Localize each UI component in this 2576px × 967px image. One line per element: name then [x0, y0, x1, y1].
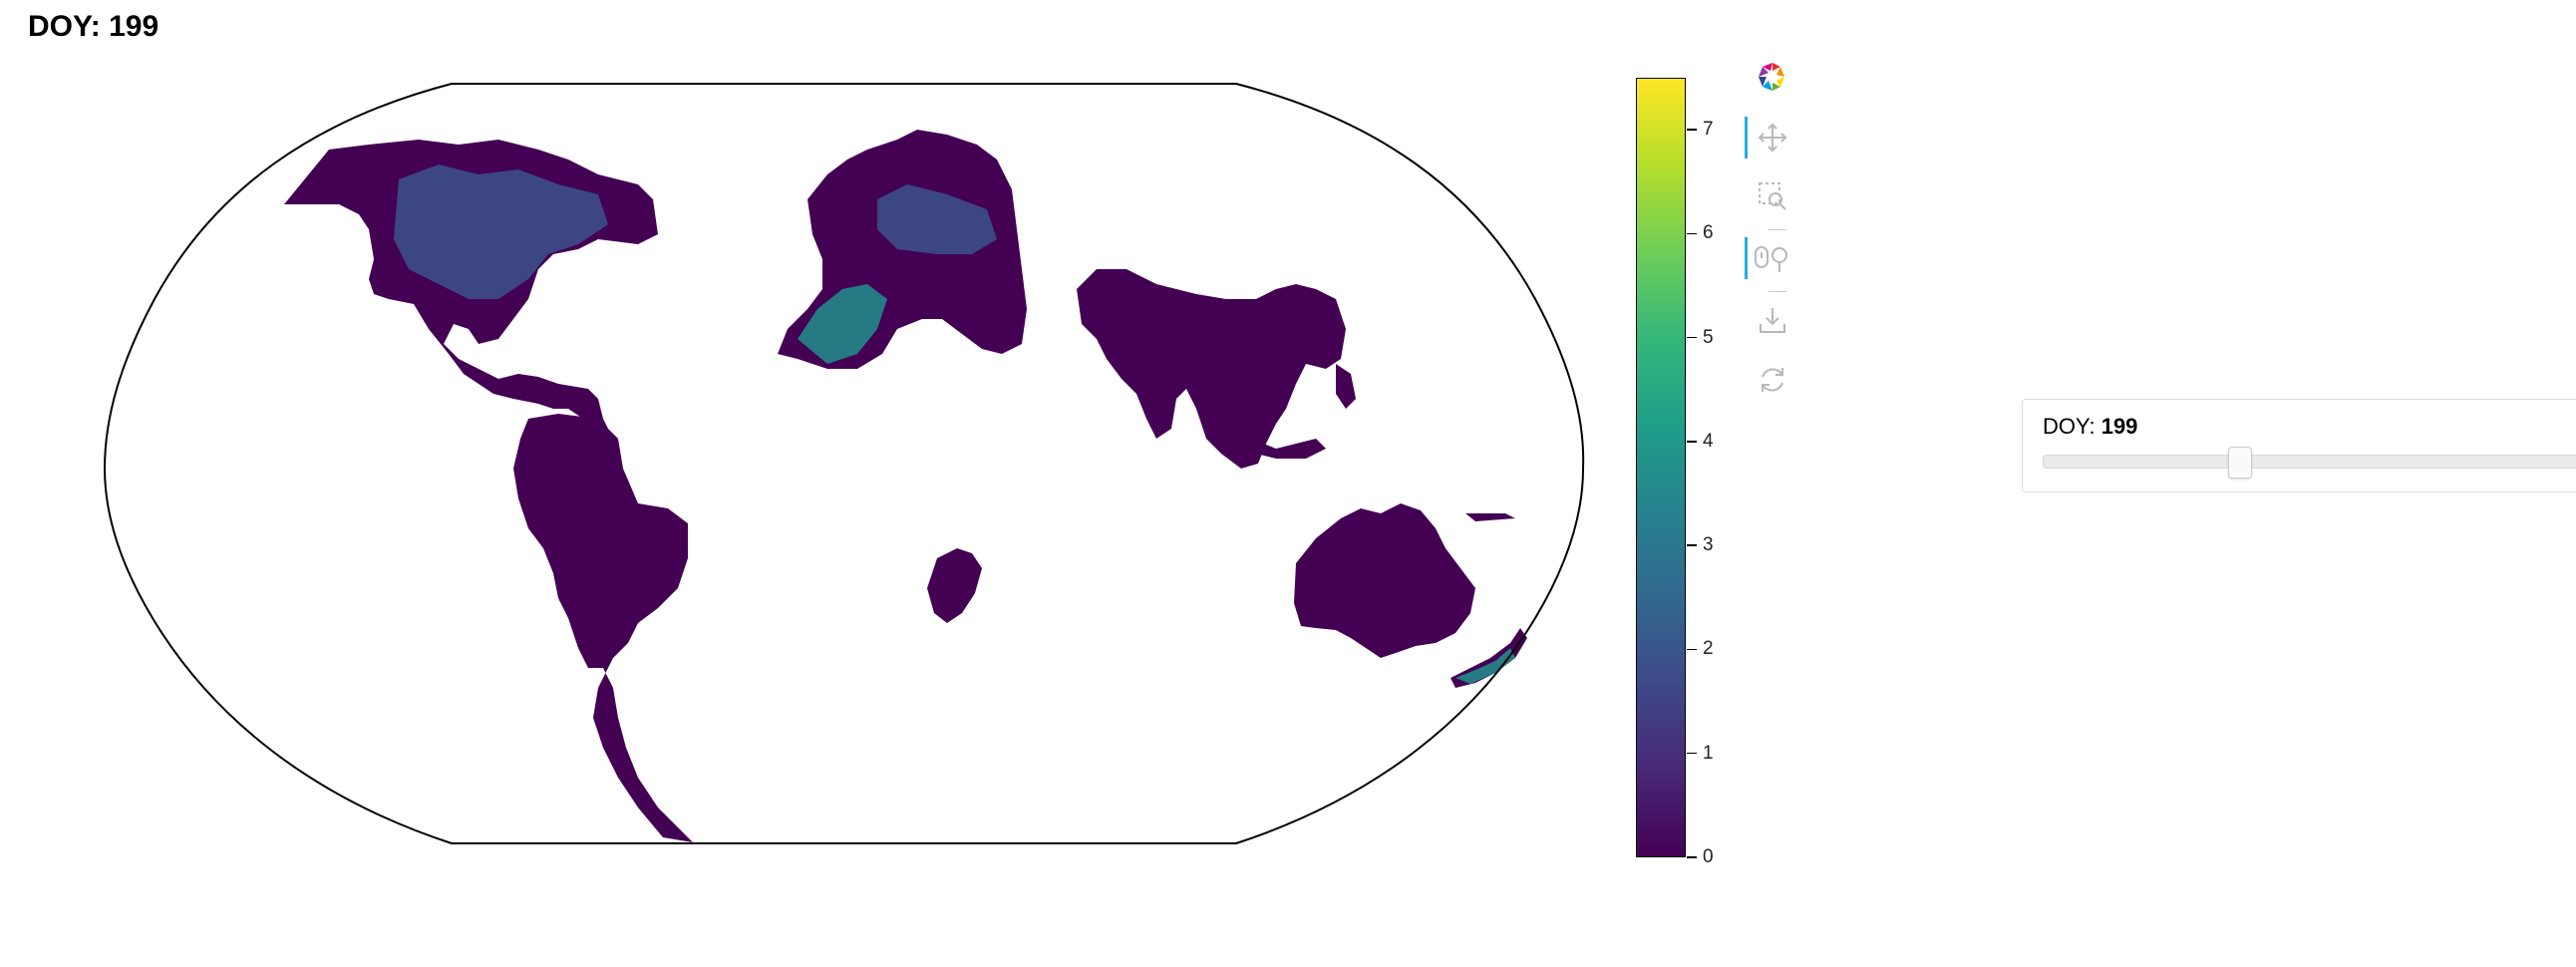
- colorbar-tick-label: 1: [1703, 742, 1714, 764]
- land-australia: [1294, 503, 1475, 658]
- land-north-america-islands: [618, 194, 648, 224]
- doy-slider-widget: DOY: 199: [2022, 399, 2576, 492]
- map-plot[interactable]: [0, 0, 1635, 877]
- slider-label: DOY:: [2043, 414, 2095, 439]
- colorbar-tick-label: 3: [1703, 534, 1714, 556]
- land-highlight-layer: [394, 164, 1515, 684]
- toolbar-separator: [1769, 229, 1786, 230]
- colorbar-tick: [1687, 129, 1697, 131]
- bokeh-logo-button[interactable]: [1745, 52, 1800, 102]
- land-australia-north-islands: [1465, 513, 1515, 521]
- map-outline: [103, 83, 1585, 844]
- reset-tool-icon: [1762, 368, 1783, 392]
- colorbar-tick: [1687, 441, 1697, 443]
- land-north-america-highlight: [394, 164, 608, 299]
- colorbar-tick-label: 4: [1703, 430, 1714, 452]
- pan-tool-button[interactable]: [1745, 113, 1800, 162]
- wheel-zoom-tool-icon: [1755, 246, 1787, 272]
- land-south-america: [513, 414, 693, 842]
- slider-handle[interactable]: [2228, 447, 2252, 479]
- wheel-zoom-tool-button[interactable]: [1745, 233, 1800, 283]
- save-tool-button[interactable]: [1745, 296, 1800, 346]
- land-europe-north-highlight: [877, 184, 997, 254]
- colorbar-tick-label: 2: [1703, 638, 1714, 660]
- land-asia: [1077, 269, 1346, 469]
- slider-value: 199: [2100, 414, 2138, 439]
- colorbar: [1636, 78, 1686, 857]
- colorbar-tick: [1687, 544, 1697, 546]
- toolbar-separator: [1769, 291, 1786, 292]
- colorbar-tick: [1687, 648, 1697, 651]
- colorbar-tick: [1687, 856, 1697, 858]
- land-madagascar: [927, 548, 982, 623]
- box-zoom-tool-button[interactable]: [1745, 171, 1800, 221]
- slider-track[interactable]: [2043, 455, 2576, 469]
- colorbar-tick: [1687, 752, 1697, 755]
- land-europe-highlight: [798, 284, 887, 364]
- land-asia-islands: [1336, 364, 1356, 409]
- reset-tool-button[interactable]: [1745, 355, 1800, 405]
- land-southeast-asia-islands: [1251, 439, 1326, 459]
- box-zoom-tool-icon: [1759, 182, 1786, 210]
- colorbar-tick-label: 0: [1703, 846, 1714, 867]
- bokeh-logo-icon: [1759, 63, 1784, 91]
- land-new-zealand-highlight: [1455, 648, 1515, 684]
- save-tool-icon: [1760, 308, 1785, 333]
- colorbar-tick: [1687, 232, 1697, 235]
- slider-title: DOY: 199: [2043, 414, 2137, 440]
- pan-tool-icon: [1758, 123, 1787, 153]
- colorbar-tick-label: 6: [1703, 222, 1714, 244]
- plot-title: DOY: 199: [28, 10, 160, 43]
- colorbar-tick-label: 7: [1703, 119, 1714, 141]
- colorbar-tick: [1687, 336, 1697, 339]
- colorbar-tick-label: 5: [1703, 326, 1714, 348]
